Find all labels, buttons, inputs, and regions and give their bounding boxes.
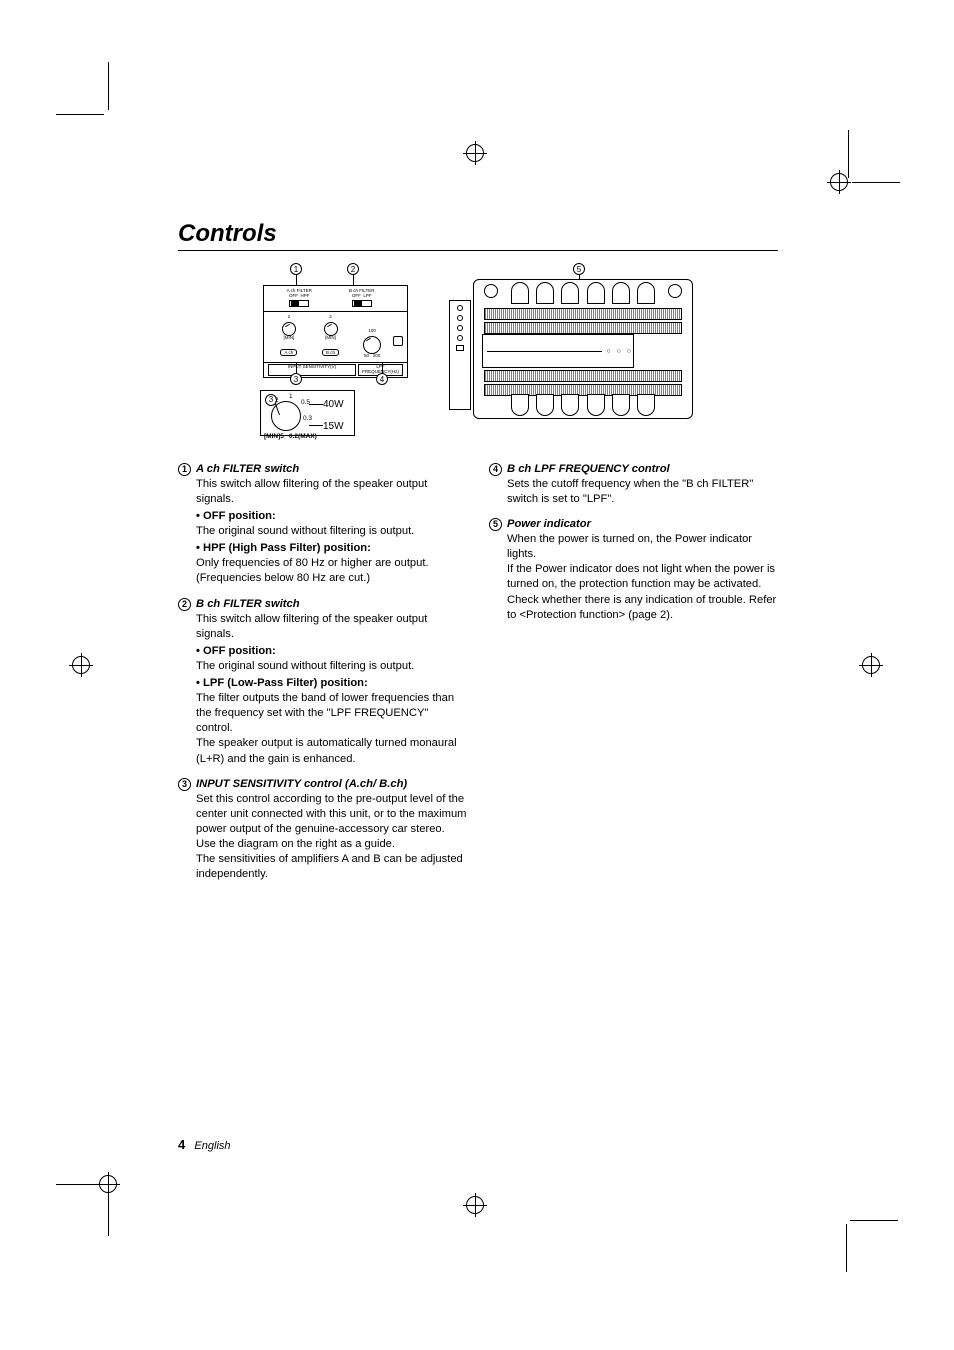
sub-item-title: HPF (High Pass Filter) position: [196, 541, 467, 556]
section-heading: Controls [178, 220, 778, 251]
left-column: 1A ch FILTER switchThis switch allow fil… [178, 460, 467, 893]
wattage-15: 15W [323, 421, 344, 432]
item-body: Sets the cutoff frequency when the "B ch… [507, 477, 778, 507]
wattage-40: 40W [323, 399, 344, 410]
item-title: 3INPUT SENSITIVITY control (A.ch/ B.ch) [178, 777, 467, 792]
sensitivity-detail-dial [271, 401, 301, 431]
item-number: 4 [489, 463, 502, 476]
sub-item-body: The original sound without filtering is … [196, 659, 467, 674]
amp-heatsink-bar [484, 370, 682, 382]
page-footer: 4 English [178, 1137, 231, 1152]
callout-4: 4 [376, 373, 388, 385]
item-title: 5Power indicator [489, 517, 778, 532]
footer-language: English [194, 1140, 230, 1152]
item-number: 5 [489, 518, 502, 531]
item-body: When the power is turned on, the Power i… [507, 532, 778, 623]
item-title: 1A ch FILTER switch [178, 462, 467, 477]
ach-sensitivity-dial [282, 322, 296, 336]
reg-left-center [46, 630, 116, 700]
sub-item-title: LPF (Low-Pass Filter) position: [196, 676, 467, 691]
power-led [393, 336, 403, 346]
bch-label: B ch [322, 349, 339, 356]
bch-sensitivity-dial [324, 322, 338, 336]
item-number: 3 [178, 778, 191, 791]
amp-screw-icon [668, 284, 682, 298]
sub-item-body: The filter outputs the band of lower fre… [196, 691, 467, 736]
control-panel-diagram: 1 2 3 4 A ch FILTER OFF HPF [248, 269, 423, 436]
item-title: 4B ch LPF FREQUENCY control [489, 462, 778, 477]
reg-top-center [440, 118, 510, 188]
crop-mark-tr [830, 130, 900, 200]
sub-item-title: OFF position: [196, 644, 467, 659]
diagrams-row: 1 2 3 4 A ch FILTER OFF HPF [248, 269, 778, 436]
right-column: 4B ch LPF FREQUENCY controlSets the cuto… [489, 460, 778, 893]
reg-bottom-center [440, 1170, 510, 1240]
crop-mark-br [828, 1220, 898, 1290]
power-indicator-dots: ○ ○ ○ [606, 348, 633, 355]
amp-screw-icon [484, 284, 498, 298]
description-columns: 1A ch FILTER switchThis switch allow fil… [178, 460, 778, 893]
amp-fins-bottom [504, 394, 662, 416]
sub-item-body: Only frequencies of 80 Hz or higher are … [196, 556, 467, 586]
amp-side-panel [449, 300, 471, 410]
filter-switch-row: A ch FILTER OFF HPF B ch FILTER OFF LPF [264, 286, 407, 312]
dials-row: 2 [MIN] A ch 2 [MIN] B ch 100 50 [264, 312, 407, 363]
item-number: 1 [178, 463, 191, 476]
item-body: This switch allow filtering of the speak… [196, 612, 467, 767]
page-number: 4 [178, 1137, 185, 1152]
bch-filter-switch [352, 300, 372, 307]
amplifier-diagram: 5 ○ ○ ○ [443, 279, 703, 436]
sensitivity-detail-diagram: 3 2 1 0.5 0.3 [MIN]5 0.2(MAX) 40W 15W [260, 390, 355, 436]
callout-2: 2 [347, 263, 359, 275]
lpf-frequency-dial [363, 336, 381, 354]
reg-right-center [836, 630, 906, 700]
item-body: This switch allow filtering of the speak… [196, 477, 467, 587]
item-title: 2B ch FILTER switch [178, 597, 467, 612]
crop-mark-bl [56, 1166, 126, 1236]
callout-3: 3 [290, 373, 302, 385]
amp-heatsink-bar [484, 322, 682, 334]
ach-filter-switch [289, 300, 309, 307]
ach-label: A ch [280, 349, 297, 356]
item-body: Set this control according to the pre-ou… [196, 792, 467, 883]
amp-faceplate: ○ ○ ○ [482, 334, 634, 368]
input-sens-label: INPUT SENSITIVITY(V) [268, 364, 356, 376]
sub-item-body: The original sound without filtering is … [196, 524, 467, 539]
callout-5: 5 [573, 263, 585, 275]
amp-fins-top [504, 282, 662, 304]
sub-item-body: The speaker output is automatically turn… [196, 736, 467, 766]
amp-heatsink-bar [484, 308, 682, 320]
crop-mark-tl [56, 62, 126, 132]
item-number: 2 [178, 598, 191, 611]
sub-item-title: OFF position: [196, 509, 467, 524]
callout-1: 1 [290, 263, 302, 275]
